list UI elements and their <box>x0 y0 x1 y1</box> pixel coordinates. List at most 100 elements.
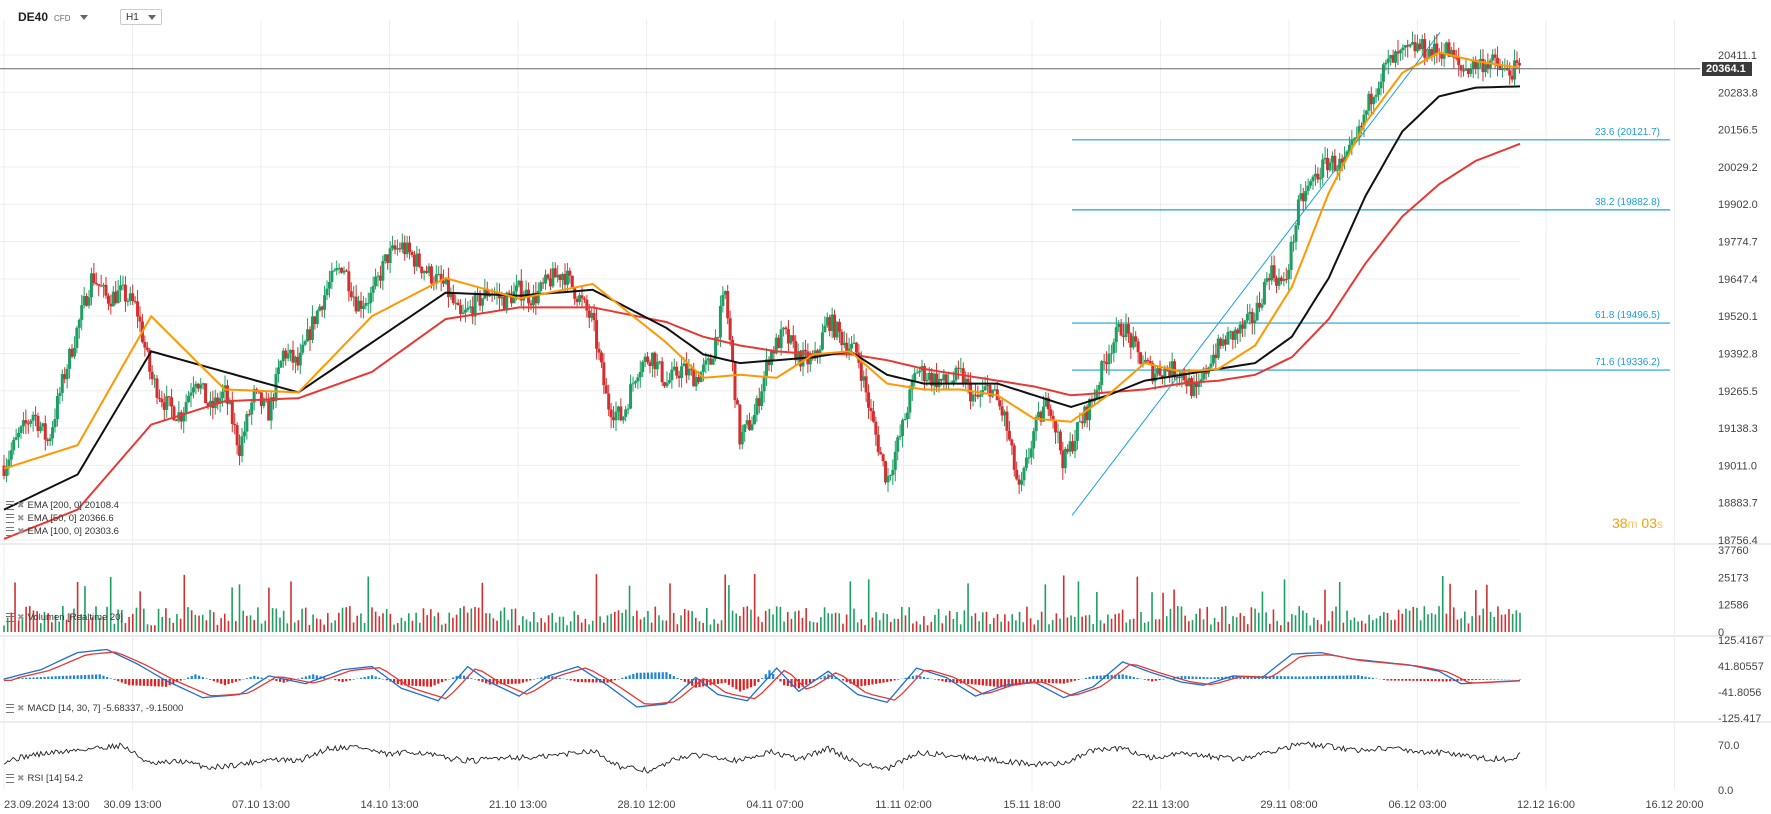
volume-bar <box>76 581 79 632</box>
indicator-legend-macd[interactable]: ✖ MACD [14, 30, 7] -5.68337, -9.15000 <box>6 703 183 714</box>
macd-histogram-bar <box>761 678 764 679</box>
indicator-legend-ema50[interactable]: ✖ EMA [50, 0] 20366.6 <box>6 513 114 524</box>
indicator-legend-ema100[interactable]: ✖ EMA [100, 0] 20303.6 <box>6 526 119 537</box>
close-icon[interactable]: ✖ <box>17 612 25 622</box>
volume-bar <box>1154 619 1157 632</box>
volume-bar <box>249 615 252 632</box>
macd-histogram-bar <box>205 678 208 679</box>
candle-body <box>1479 58 1483 63</box>
macd-histogram-bar <box>359 677 363 679</box>
candle-body <box>1430 49 1434 56</box>
volume-bar <box>1320 624 1323 632</box>
macd-histogram-bar <box>635 672 639 679</box>
candle-body <box>308 329 312 340</box>
volume-bar <box>444 623 447 632</box>
volume-bar <box>1107 614 1109 632</box>
volume-bar <box>91 617 94 632</box>
candle-body <box>442 280 446 284</box>
indicator-legend-rsi[interactable]: ✖ RSI [14] 54.2 <box>6 773 83 784</box>
symbol-name[interactable]: DE40 <box>18 10 49 24</box>
volume-bar <box>650 622 653 632</box>
candle-body <box>415 253 419 267</box>
settings-icon[interactable] <box>6 501 14 510</box>
macd-histogram-bar <box>1158 679 1161 681</box>
close-icon[interactable]: ✖ <box>17 526 25 536</box>
macd-histogram-bar <box>713 679 716 685</box>
candle-body <box>580 295 584 299</box>
candle-body <box>901 420 905 436</box>
candle-body <box>840 331 844 346</box>
candle-body <box>1102 361 1106 363</box>
close-icon[interactable]: ✖ <box>17 513 25 523</box>
settings-icon[interactable] <box>6 514 14 523</box>
candle-body <box>1216 338 1220 359</box>
candle-body <box>1498 65 1502 71</box>
close-icon[interactable]: ✖ <box>17 703 25 713</box>
volume-bar <box>540 618 543 632</box>
macd-histogram-bar <box>1128 676 1132 679</box>
candle-body <box>514 285 518 292</box>
volume-bar <box>131 613 134 632</box>
settings-icon[interactable] <box>6 704 14 713</box>
candle-body <box>1423 39 1427 58</box>
chevron-down-icon[interactable] <box>80 14 89 20</box>
candle-body <box>230 401 234 425</box>
macd-histogram-bar <box>1287 676 1290 679</box>
volume-bar <box>80 614 83 632</box>
symbol-header[interactable]: DE40 CFD <box>18 10 89 24</box>
macd-histogram-bar <box>76 675 79 679</box>
candle-body <box>983 386 987 391</box>
timeframe-select[interactable]: H1 <box>120 9 162 25</box>
indicator-legend-ema200[interactable]: ✖ EMA [200, 0] 20108.4 <box>6 500 119 511</box>
volume-bar <box>1452 607 1455 632</box>
settings-icon[interactable] <box>6 527 14 536</box>
volume-bar <box>3 625 5 632</box>
volume-bar <box>1353 617 1356 632</box>
candle-body <box>189 392 193 396</box>
volume-bar <box>569 621 572 632</box>
volume-bar <box>974 613 977 632</box>
current-price-tag: 20364.1 <box>1702 62 1752 76</box>
macd-histogram-bar <box>812 679 815 682</box>
indicator-legend-volume[interactable]: ✖ Volumen [Realtime 20] <box>6 612 123 623</box>
macd-histogram-bar <box>323 677 326 679</box>
candle-body <box>743 424 747 432</box>
volume-bar <box>610 613 612 632</box>
close-icon[interactable]: ✖ <box>17 500 25 510</box>
candle-body <box>1119 323 1123 336</box>
candle-body <box>1415 43 1419 52</box>
volume-bar <box>338 612 340 632</box>
candle-body <box>1513 60 1517 80</box>
volume-bar <box>779 606 782 632</box>
time-tick-label: 04.11 07:00 <box>746 799 803 811</box>
candle-body <box>1338 158 1342 171</box>
volume-bar <box>1423 606 1426 632</box>
candle-body <box>121 284 125 286</box>
volume-bar <box>286 623 289 632</box>
macd-histogram-bar <box>1154 679 1157 681</box>
macd-histogram-bar <box>937 679 940 681</box>
chevron-down-icon[interactable] <box>148 14 156 20</box>
macd-histogram-bar <box>150 679 153 687</box>
candle-body <box>665 382 669 387</box>
close-icon[interactable]: ✖ <box>17 773 25 783</box>
candle-body <box>1343 156 1347 163</box>
volume-bar <box>499 610 502 632</box>
settings-icon[interactable] <box>6 613 14 622</box>
candle-body <box>1046 397 1050 410</box>
volume-bar <box>1294 615 1297 632</box>
macd-histogram-bar <box>794 679 797 688</box>
candle-body <box>293 356 297 363</box>
candle-body <box>1515 60 1519 63</box>
macd-histogram-bar <box>1456 679 1459 681</box>
macd-histogram-bar <box>256 676 260 679</box>
candle-body <box>51 427 55 439</box>
candle-body <box>187 395 191 403</box>
candle-body <box>1284 278 1288 280</box>
volume-bar <box>1162 592 1164 632</box>
volume-bar <box>1368 614 1370 632</box>
volume-bar <box>297 620 300 632</box>
volume-bar <box>187 607 189 632</box>
settings-icon[interactable] <box>6 774 14 783</box>
